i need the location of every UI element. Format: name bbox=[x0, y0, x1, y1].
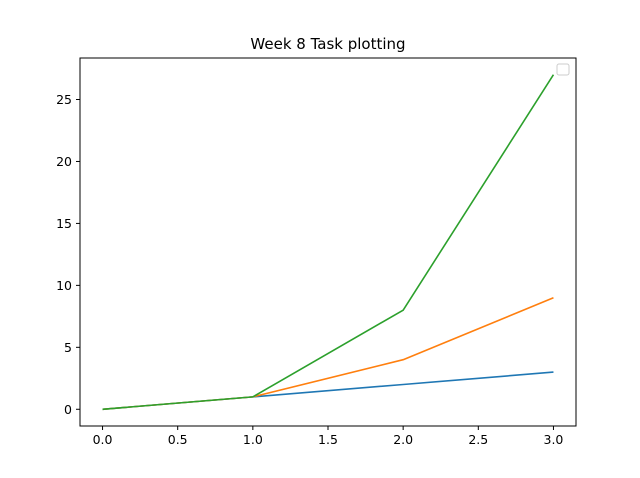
plot-frame bbox=[79, 57, 577, 427]
y-tick-label: 20 bbox=[56, 154, 72, 169]
x-tick-label: 1.5 bbox=[318, 432, 338, 447]
legend-box bbox=[556, 63, 570, 76]
x-tick-label: 2.5 bbox=[468, 432, 488, 447]
x-axis: 0.0 0.5 1.0 1.5 2.0 2.5 3.0 bbox=[93, 426, 564, 447]
x-tick-label: 0.0 bbox=[93, 432, 113, 447]
y-tick-label: 0 bbox=[64, 402, 72, 417]
chart-title: Week 8 Task plotting bbox=[250, 35, 405, 53]
series-layer bbox=[102, 74, 555, 411]
x-tick-label: 0.5 bbox=[168, 432, 188, 447]
y-tick-label: 5 bbox=[64, 340, 72, 355]
y-axis: 0 5 10 15 20 25 bbox=[56, 92, 80, 417]
y-tick-label: 10 bbox=[56, 278, 72, 293]
y-tick-label: 15 bbox=[56, 216, 72, 231]
x-tick-label: 2.0 bbox=[393, 432, 413, 447]
x-tick-label: 3.0 bbox=[544, 432, 564, 447]
x-tick-label: 1.0 bbox=[243, 432, 263, 447]
series-3-line bbox=[102, 74, 555, 411]
y-tick-label: 25 bbox=[56, 92, 72, 107]
